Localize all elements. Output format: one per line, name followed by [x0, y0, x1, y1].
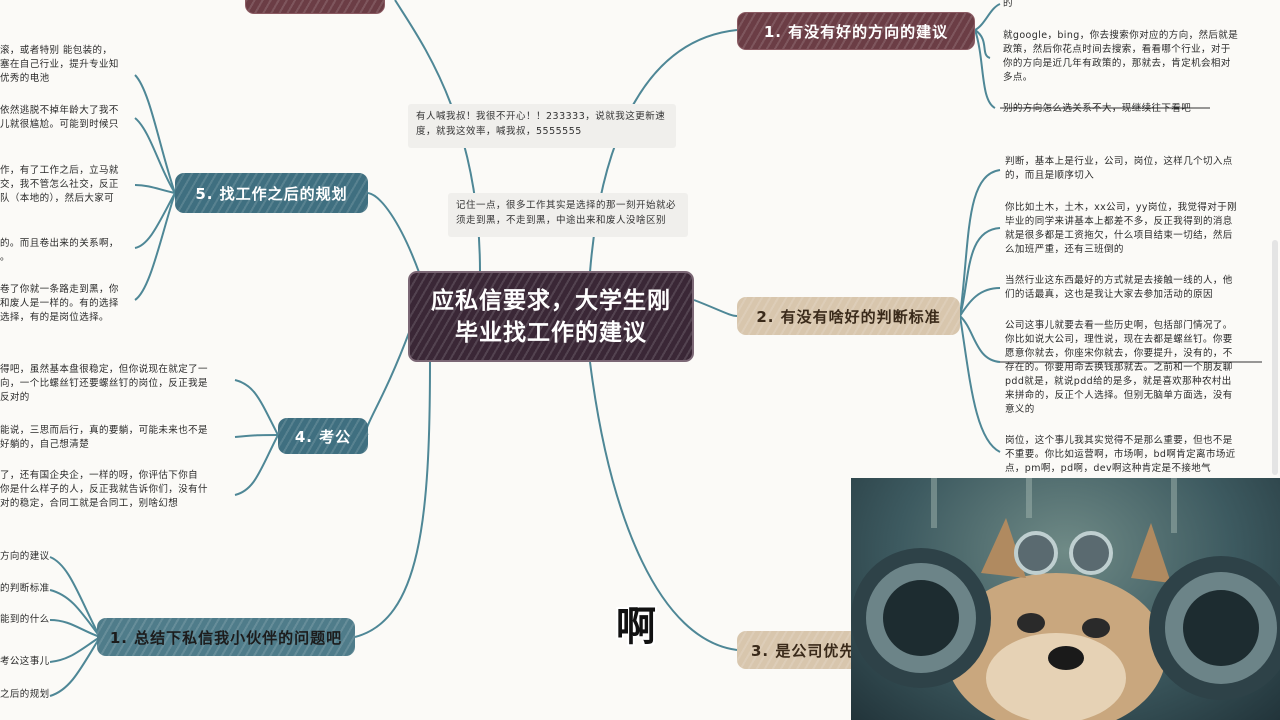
- central-title-line1: 应私信要求，大学生刚: [431, 287, 671, 314]
- link-s-2: [49, 589, 101, 638]
- summary-item-5: 之后的规划: [0, 689, 50, 700]
- link-b4: [365, 329, 411, 436]
- link-b5-sub1: [134, 74, 176, 194]
- b4-text-2: 能说，三思而后行，真的要躺，可能未来也不是 好躺的，自己想清楚: [0, 425, 208, 450]
- branch-post-job-plan[interactable]: 5. 找工作之后的规划: [175, 173, 368, 213]
- link-b1-sub2: [974, 29, 991, 59]
- link-s-4: [49, 636, 101, 663]
- b5-text-5: 卷了你就一条路走到黑，你 和废人是一样的。有的选择 选择，有的是岗位选择。: [0, 284, 119, 323]
- b5-text-4: 的。而且卷出来的关系啊， 。: [0, 238, 119, 263]
- b5-text-3: 作，有了工作之后，立马就 交，我不管怎么社交，反正 队（本地的），然后大家可: [0, 165, 119, 204]
- b2-text-frontline: 当然行业这东西最好的方式就是去接触一线的人，他 们的话最真，这也是我让大家去参加…: [1005, 275, 1233, 300]
- b5-text-2: 依然逃脱不掉年龄大了我不 儿就很尴尬。可能到时候只: [0, 105, 119, 130]
- central-topic[interactable]: 应私信要求，大学生刚 毕业找工作的建议: [408, 271, 694, 362]
- link-b4-sub2: [234, 434, 279, 438]
- vertical-scrollbar[interactable]: [1272, 240, 1278, 475]
- link-s-5: [49, 636, 101, 697]
- branch-civil-service[interactable]: 4. 考公: [278, 418, 368, 454]
- summary-item-1: 方向的建议: [0, 551, 50, 562]
- link-b1-sub1: [974, 3, 1001, 31]
- b2-text-example: 你比如土木，土木，xx公司，yy岗位，我觉得对于刚 毕业的同学来讲基本上都差不多…: [1005, 202, 1237, 255]
- b1-text-other: 别的方向怎么选关系不大，现继续往下看吧: [1003, 103, 1192, 114]
- link-b5-sub5: [134, 192, 176, 301]
- branch-judgment-criteria[interactable]: 2. 有没有啥好的判断标准: [737, 297, 960, 335]
- summary-item-2: 的判断标准: [0, 583, 50, 594]
- link-b1-sub3: [974, 29, 996, 109]
- b2-text-company: 公司这事儿就要去看一些历史啊，包括部门情况了。 你比如说大公司，理性说，现在去都…: [1005, 320, 1233, 415]
- summary-item-3: 能到的什么: [0, 614, 50, 625]
- b1-text-search: 就google，bing，你去搜索你对应的方向，然后就是 政策，然后你花点时间去…: [1003, 30, 1239, 83]
- link-b2: [693, 299, 738, 317]
- link-b5: [367, 192, 421, 276]
- link-s-1: [49, 556, 101, 638]
- link-b2-sub5: [959, 315, 1001, 453]
- link-b2-sub4: [959, 315, 1001, 363]
- b2-text-industry: 判断，基本上是行业，公司，岗位，这样几个切入点 的，而且是顺序切入: [1005, 156, 1233, 181]
- link-b5-sub2: [134, 117, 176, 194]
- b4-text-3: 了，还有国企央企，一样的呀，你评估下你自 你是什么样子的人，反正我就告诉你们，没…: [0, 470, 208, 509]
- b4-text-1: 得吧，虽然基本盘很稳定，但你说现在就定了一 向，一个比螺丝钉还要螺丝钉的岗位，反…: [0, 364, 208, 403]
- b1-text-0: 的: [1003, 0, 1013, 9]
- link-b4-sub3: [234, 434, 279, 496]
- link-b2-sub3: [959, 287, 1001, 317]
- summary-item-4: 考公这事儿: [0, 656, 50, 667]
- link-b2-sub1: [959, 169, 1001, 317]
- link-summary: [354, 361, 431, 638]
- link-b5-sub3: [134, 184, 176, 194]
- b5-text-1: 滚，或者特别 能包装的， 塞在自己行业，提升专业知 优秀的电池: [0, 45, 119, 84]
- link-b2-sub2: [959, 227, 1001, 317]
- central-title-line2: 毕业找工作的建议: [455, 319, 647, 346]
- note-uncle: 有人喊我叔！我很不开心！！233333，说就我这更新速度，就我这效率，喊我叔，5…: [408, 104, 676, 148]
- branch-summary-questions[interactable]: 1. 总结下私信我小伙伴的问题吧: [97, 618, 355, 656]
- video-subtitle: 啊: [616, 604, 656, 650]
- b2-text-position: 岗位，这个事儿我其实觉得不是那么重要，但也不是 不重要。你比如运营啊，市场啊，b…: [1005, 435, 1236, 474]
- link-b5-sub4: [134, 192, 176, 249]
- note-choose-path: 记住一点，很多工作其实是选择的那一刻开始就必须走到黑，不走到黑，中途出来和废人没…: [448, 193, 688, 237]
- link-s-3: [49, 619, 101, 638]
- branch-direction-advice[interactable]: 1. 有没有好的方向的建议: [737, 12, 975, 50]
- top-partial-node[interactable]: [245, 0, 385, 14]
- link-b4-sub1: [234, 379, 279, 436]
- dog-binoculars-image: [851, 478, 1280, 720]
- link-b3: [589, 361, 738, 651]
